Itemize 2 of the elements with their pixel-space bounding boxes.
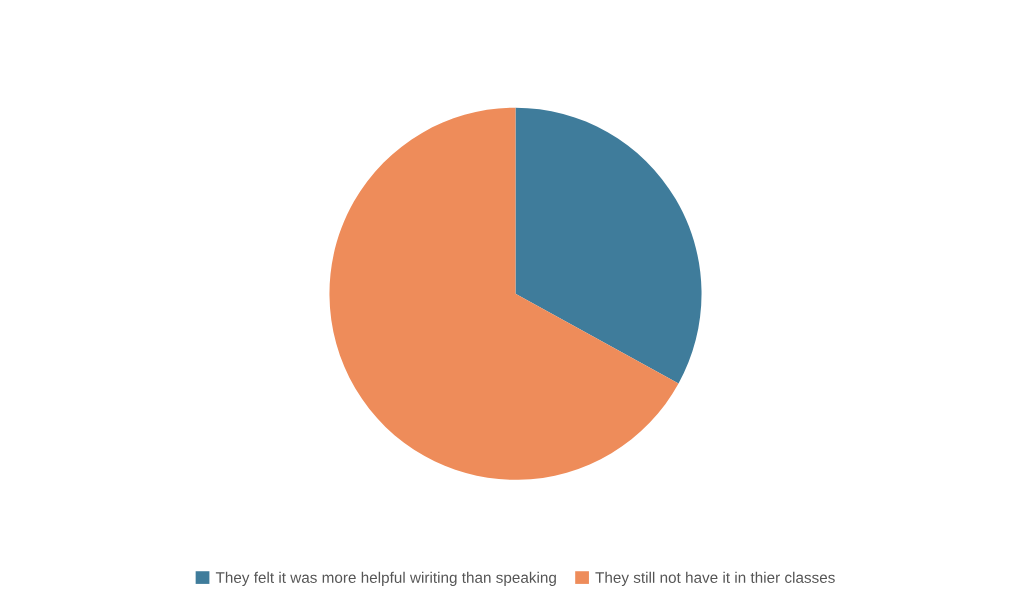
legend-label: They still not have it in thier classes — [595, 571, 835, 587]
legend-label: They felt it was more helpful wiriting than speaking — [215, 571, 556, 587]
